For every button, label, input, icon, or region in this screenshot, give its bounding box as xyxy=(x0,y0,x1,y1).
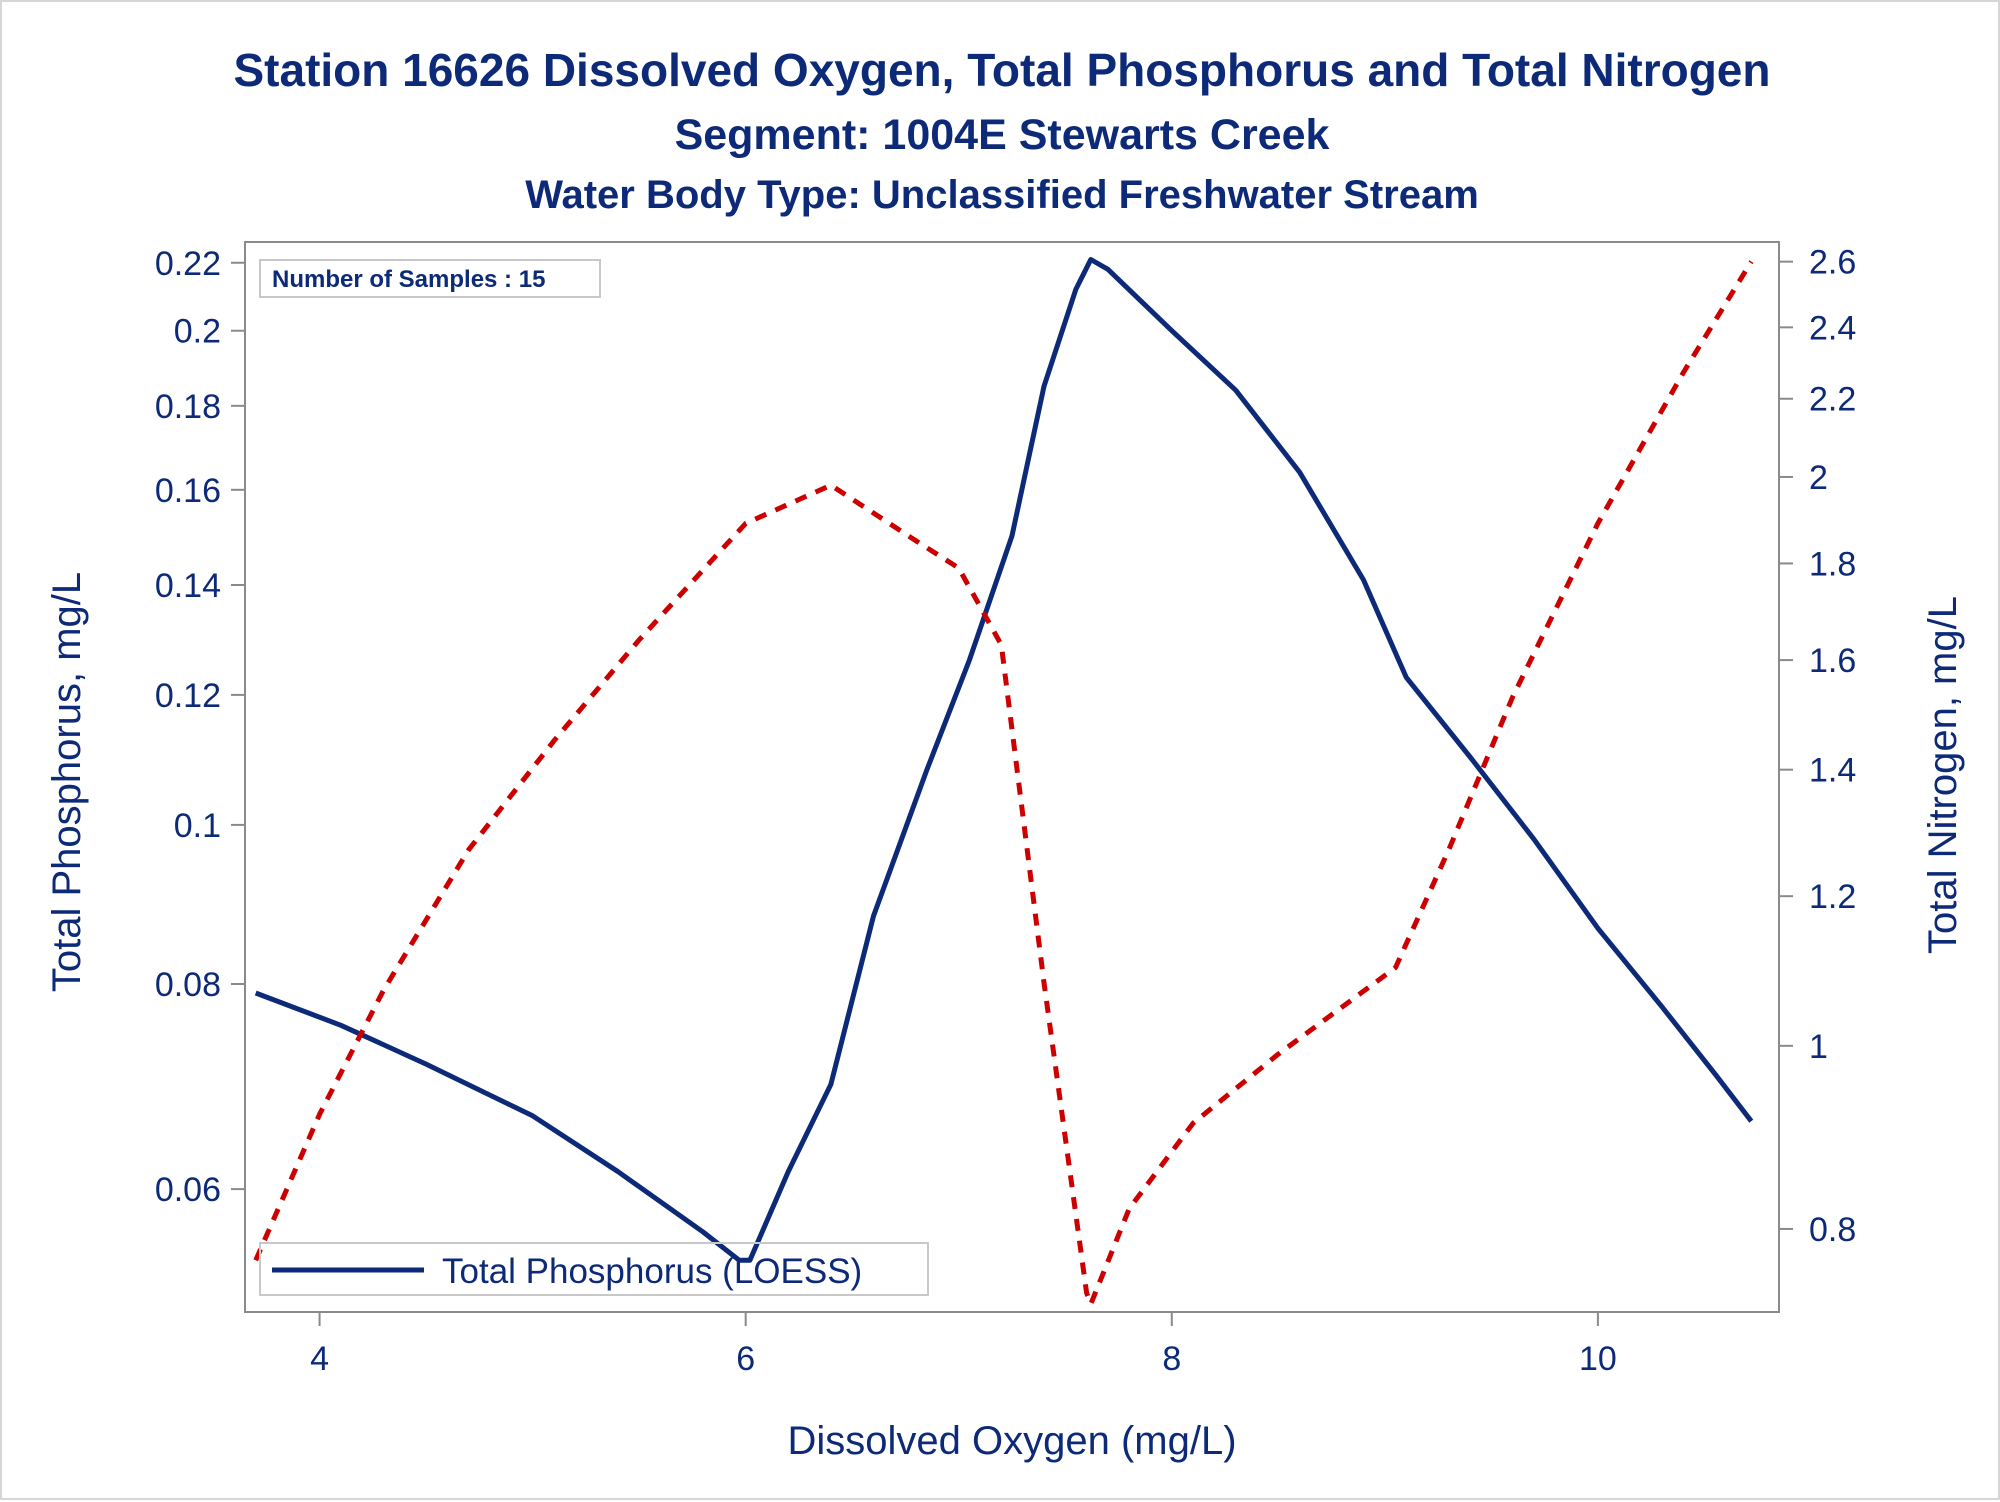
y2-tick-label: 1 xyxy=(1809,1028,1828,1066)
plot-area: 4 6 8 10 0.06 0.08 0.1 0.12 0.14 0.16 0.18 0.2 0.22 0… xyxy=(155,241,1856,1378)
y-tick-label: 0.06 xyxy=(155,1171,221,1209)
y-tick-label: 0.2 xyxy=(174,313,221,351)
x-tick-label: 6 xyxy=(736,1340,755,1378)
x-tick-label: 4 xyxy=(310,1340,329,1378)
x-tick-label: 8 xyxy=(1162,1340,1181,1378)
y2-tick-label: 2.6 xyxy=(1809,244,1856,282)
x-axis-label: Dissolved Oxygen (mg/L) xyxy=(787,1419,1236,1463)
chart-subtitle: Segment: 1004E Stewarts Creek xyxy=(675,111,1330,159)
y2-tick-label: 2.4 xyxy=(1809,309,1856,347)
y-tick-label: 0.14 xyxy=(155,567,221,605)
x-tick-label: 10 xyxy=(1579,1340,1617,1378)
total-phosphorus-line xyxy=(254,257,1754,1263)
plot-border xyxy=(244,241,1780,1313)
y2-tick-label: 1.6 xyxy=(1809,642,1856,680)
y2-tick-label: 1.8 xyxy=(1809,545,1856,583)
y2-tick-label: 2 xyxy=(1809,459,1828,497)
samples-annotation: Number of Samples : 15 xyxy=(272,266,545,293)
y-tick-label: 0.16 xyxy=(155,472,221,510)
y-axis-label: Total Phosphorus, mg/L xyxy=(45,572,89,992)
y-tick-label: 0.22 xyxy=(155,245,221,283)
samples-box xyxy=(259,259,601,298)
chart-title: Station 16626 Dissolved Oxygen, Total Ph… xyxy=(233,44,1770,96)
y2-tick-label: 1.2 xyxy=(1809,878,1856,916)
total-nitrogen-line xyxy=(253,260,1754,1307)
y-tick-label: 0.1 xyxy=(174,807,221,845)
y2-tick-label: 2.2 xyxy=(1809,381,1856,419)
y2-axis-label: Total Nitrogen, mg/L xyxy=(1921,596,1965,954)
legend-label: Total Phosphorus (LOESS) xyxy=(442,1252,862,1291)
y-tick-label: 0.18 xyxy=(155,388,221,426)
chart-subtitle-2: Water Body Type: Unclassified Freshwater… xyxy=(525,173,1479,217)
y-tick-label: 0.12 xyxy=(155,677,221,715)
legend-box xyxy=(259,1242,929,1296)
y2-tick-label: 0.8 xyxy=(1809,1211,1856,1249)
y-tick-label: 0.08 xyxy=(155,966,221,1004)
y2-tick-label: 1.4 xyxy=(1809,752,1856,790)
